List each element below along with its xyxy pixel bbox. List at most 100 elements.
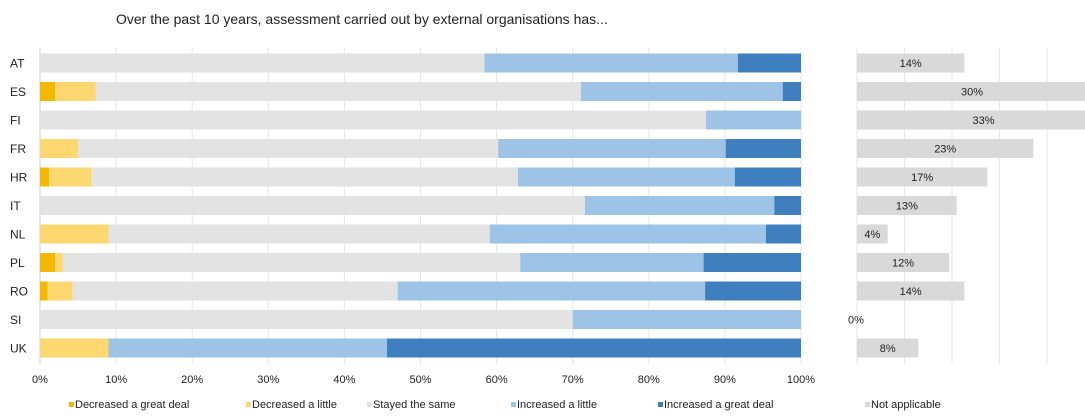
- bar-es-stayed-the-same: [95, 82, 582, 101]
- bar-fi-increased-a-little: [705, 110, 801, 130]
- y-tick-label: AT: [10, 57, 25, 71]
- na-bar-pl: [857, 253, 950, 272]
- bar-es-increased-a-little: [581, 82, 783, 101]
- bar-hr-decreased-a-little: [49, 167, 92, 187]
- legend: Decreased a great deal Decreased a little…: [69, 399, 941, 411]
- bar-uk-increased-a-great-deal: [387, 338, 801, 358]
- chart-title: Over the past 10 years, assessment carri…: [116, 11, 608, 27]
- na-data-label: 17%: [911, 172, 933, 184]
- bar-it-stayed-the-same: [40, 196, 585, 215]
- y-tick-label: PL: [10, 256, 25, 270]
- na-bar-nl: [857, 224, 888, 244]
- legend-label: Decreased a little: [252, 399, 337, 411]
- bar-es-increased-a-great-deal: [782, 82, 801, 101]
- legend-label: Increased a great deal: [664, 399, 773, 411]
- bar-nl-increased-a-little: [489, 224, 766, 244]
- legend-label: Increased a little: [517, 399, 597, 411]
- bar-it-increased-a-great-deal: [774, 196, 801, 215]
- bar-ro-stayed-the-same: [72, 281, 398, 301]
- bar-pl-stayed-the-same: [62, 253, 521, 272]
- bar-at-stayed-the-same: [40, 53, 485, 73]
- y-tick-labels: AT ES FI FR HR IT NL PL RO SI UK: [10, 57, 28, 356]
- bar-it-increased-a-little: [584, 196, 775, 215]
- x-tick-label: 20%: [181, 374, 203, 386]
- x-tick-label: 0%: [32, 374, 48, 386]
- x-tick-label: 60%: [486, 374, 508, 386]
- bar-at-increased-a-great-deal: [737, 53, 801, 73]
- bar-pl-increased-a-great-deal: [703, 253, 801, 272]
- na-bar-es: [857, 82, 1085, 101]
- na-bar-fi: [857, 110, 1085, 130]
- bar-es-decreased-a-little: [55, 82, 96, 101]
- bar-nl-increased-a-great-deal: [765, 224, 801, 244]
- na-bar-ro: [857, 281, 965, 301]
- na-data-label: 12%: [892, 258, 914, 270]
- na-data-label: 8%: [880, 343, 896, 355]
- bar-es-decreased-a-great-deal: [40, 82, 56, 101]
- na-bar-fr: [857, 139, 1034, 158]
- not-applicable-bars: 14% 30% 33% 23% 17% 13% 4% 12% 14% 0% 8%: [848, 53, 1085, 358]
- legend-swatch: [246, 402, 251, 407]
- x-tick-label: 50%: [409, 374, 431, 386]
- bar-fr-increased-a-little: [498, 139, 726, 158]
- na-bar-it: [857, 196, 957, 215]
- bar-ro-increased-a-great-deal: [705, 281, 801, 301]
- y-tick-label: NL: [10, 228, 26, 242]
- y-tick-label: IT: [10, 199, 21, 213]
- y-tick-label: HR: [10, 171, 28, 185]
- bar-pl-decreased-a-great-deal: [40, 253, 56, 272]
- bar-nl-stayed-the-same: [108, 224, 490, 244]
- bar-fr-increased-a-great-deal: [725, 139, 801, 158]
- bar-pl-increased-a-little: [520, 253, 704, 272]
- x-tick-labels: 0% 10% 20% 30% 40% 50% 60% 70% 80% 90% 100%: [32, 374, 815, 386]
- bar-at-increased-a-little: [484, 53, 738, 73]
- bar-hr-increased-a-great-deal: [734, 167, 801, 187]
- legend-swatch: [69, 402, 74, 407]
- bar-hr-stayed-the-same: [91, 167, 518, 187]
- legend-swatch: [658, 402, 663, 407]
- bar-ro-decreased-a-little: [47, 281, 73, 301]
- na-bar-uk: [857, 338, 919, 358]
- na-data-label: 23%: [934, 144, 956, 156]
- na-data-label: 13%: [896, 201, 918, 213]
- bar-ro-increased-a-little: [397, 281, 706, 301]
- legend-label: Not applicable: [871, 399, 941, 411]
- y-tick-label: FI: [10, 114, 21, 128]
- legend-swatch: [511, 402, 516, 407]
- y-tick-label: SI: [10, 313, 21, 327]
- na-data-label: 14%: [900, 58, 922, 70]
- bar-hr-increased-a-little: [517, 167, 735, 187]
- x-tick-label: 30%: [257, 374, 279, 386]
- bar-nl-decreased-a-little: [40, 224, 109, 244]
- y-tick-label: UK: [10, 342, 27, 356]
- bar-fr-stayed-the-same: [78, 139, 499, 158]
- bar-fi-stayed-the-same: [40, 110, 706, 130]
- bar-ro-decreased-a-great-deal: [40, 281, 48, 301]
- bar-pl-decreased-a-little: [55, 253, 63, 272]
- x-tick-label: 40%: [333, 374, 355, 386]
- x-tick-label: 10%: [105, 374, 127, 386]
- bar-fr-decreased-a-little: [40, 139, 79, 158]
- na-data-label: 33%: [973, 115, 995, 127]
- na-data-label: 0%: [848, 315, 864, 327]
- x-tick-label: 100%: [787, 374, 815, 386]
- stacked-bars: [40, 53, 801, 358]
- x-tick-label: 80%: [638, 374, 660, 386]
- na-data-label: 30%: [961, 87, 983, 99]
- bar-uk-increased-a-little: [108, 338, 388, 358]
- legend-swatch: [865, 402, 870, 407]
- x-tick-label: 70%: [562, 374, 584, 386]
- na-bar-at: [857, 53, 965, 73]
- bar-hr-decreased-a-great-deal: [40, 167, 50, 187]
- bar-uk-decreased-a-little: [40, 338, 109, 358]
- y-tick-label: ES: [10, 85, 26, 99]
- legend-label: Decreased a great deal: [75, 399, 189, 411]
- x-tick-label: 90%: [714, 374, 736, 386]
- y-tick-label: RO: [10, 285, 28, 299]
- legend-label: Stayed the same: [373, 399, 456, 411]
- legend-swatch: [367, 402, 372, 407]
- bar-si-stayed-the-same: [40, 310, 573, 329]
- na-data-label: 4%: [864, 229, 880, 241]
- y-tick-label: FR: [10, 142, 26, 156]
